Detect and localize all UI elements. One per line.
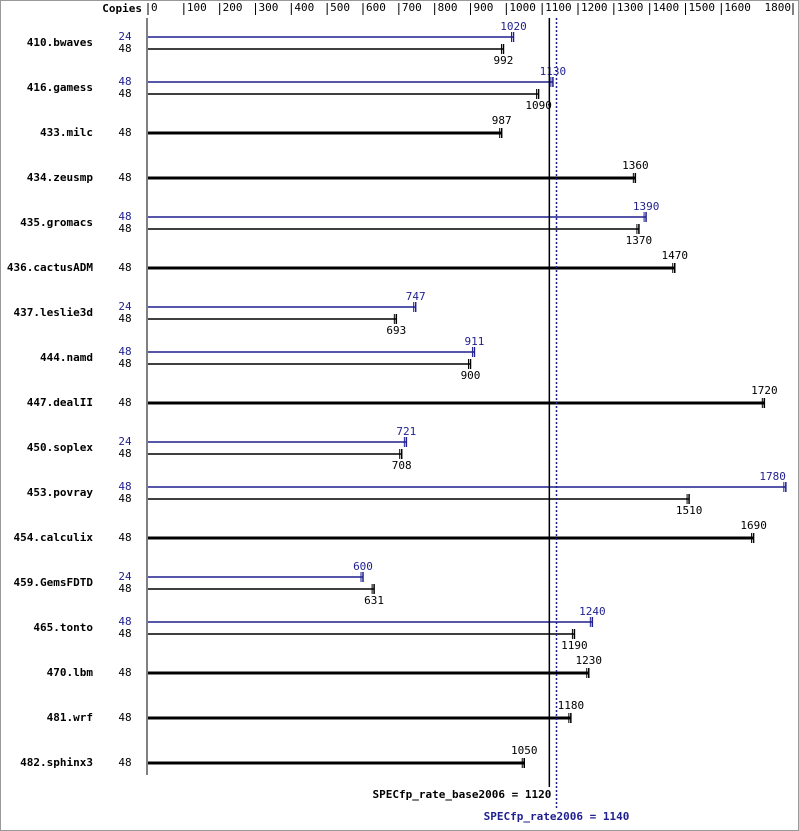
value-label: 1510 (676, 504, 703, 517)
x-tick-label: 700 (402, 1, 422, 14)
value-label: 1720 (751, 384, 778, 397)
benchmark-label: 470.lbm (47, 666, 94, 679)
copies-label: 24 (118, 30, 132, 43)
copies-label: 48 (118, 582, 131, 595)
copies-label: 48 (118, 42, 131, 55)
copies-label: 48 (118, 615, 131, 628)
value-label: 1390 (633, 200, 660, 213)
value-label: 1240 (579, 605, 606, 618)
copies-label: 48 (118, 711, 131, 724)
x-tick-label: 600 (366, 1, 386, 14)
value-label: 1020 (500, 20, 527, 33)
value-label: 600 (353, 560, 373, 573)
copies-label: 48 (118, 666, 131, 679)
copies-label: 48 (118, 261, 131, 274)
x-tick-label: 200 (223, 1, 243, 14)
benchmark-label: 459.GemsFDTD (14, 576, 94, 589)
x-tick-label: 1100 (545, 1, 572, 14)
copies-label: 48 (118, 345, 131, 358)
copies-label: 48 (118, 171, 131, 184)
value-label: 1090 (525, 99, 552, 112)
x-tick-label: 1500 (689, 1, 716, 14)
copies-label: 48 (118, 87, 131, 100)
x-tick-label: 1400 (653, 1, 680, 14)
copies-label: 48 (118, 126, 131, 139)
benchmark-label: 454.calculix (14, 531, 94, 544)
value-label: 1230 (576, 654, 603, 667)
benchmark-label: 465.tonto (33, 621, 93, 634)
x-tick-label: 400 (294, 1, 314, 14)
x-tick-label: 800 (438, 1, 458, 14)
benchmark-label: 435.gromacs (20, 216, 93, 229)
value-label: 631 (364, 594, 384, 607)
copies-label: 24 (118, 300, 132, 313)
copies-label: 48 (118, 531, 131, 544)
value-label: 1780 (759, 470, 786, 483)
value-label: 900 (461, 369, 481, 382)
copies-label: 48 (118, 492, 131, 505)
benchmark-label: 481.wrf (47, 711, 93, 724)
copies-label: 24 (118, 570, 132, 583)
benchmark-label: 482.sphinx3 (20, 756, 93, 769)
copies-label: 48 (118, 312, 131, 325)
benchmark-label: 453.povray (27, 486, 94, 499)
value-label: 911 (465, 335, 485, 348)
copies-label: 48 (118, 75, 131, 88)
value-label: 693 (386, 324, 406, 337)
value-label: 1690 (740, 519, 767, 532)
value-label: 1360 (622, 159, 649, 172)
reference-label: SPECfp_rate_base2006 = 1120 (373, 788, 552, 801)
value-label: 721 (396, 425, 416, 438)
reference-label: SPECfp_rate2006 = 1140 (484, 810, 630, 823)
copies-label: 48 (118, 447, 131, 460)
x-tick-label: 1600 (724, 1, 751, 14)
benchmark-label: 450.soplex (27, 441, 94, 454)
value-label: 1050 (511, 744, 538, 757)
value-label: 1470 (662, 249, 689, 262)
benchmark-label: 433.milc (40, 126, 93, 139)
value-label: 987 (492, 114, 512, 127)
x-tick-label: 0 (151, 1, 158, 14)
benchmark-label: 434.zeusmp (27, 171, 94, 184)
x-tick-label: 300 (259, 1, 279, 14)
value-label: 1130 (540, 65, 567, 78)
copies-label: 48 (118, 222, 131, 235)
copies-label: 48 (118, 357, 131, 370)
x-tick-label: 900 (474, 1, 494, 14)
x-tick-label: 1800 (765, 1, 792, 14)
benchmark-label: 447.dealII (27, 396, 93, 409)
copies-label: 48 (118, 396, 131, 409)
value-label: 992 (494, 54, 514, 67)
benchmark-label: 444.namd (40, 351, 93, 364)
x-tick-label: 100 (187, 1, 207, 14)
value-label: 1190 (561, 639, 588, 652)
benchmark-label: 416.gamess (27, 81, 93, 94)
copies-label: 48 (118, 756, 131, 769)
value-label: 747 (406, 290, 426, 303)
benchmark-label: 436.cactusADM (7, 261, 93, 274)
copies-label: 48 (118, 627, 131, 640)
benchmark-label: 437.leslie3d (14, 306, 93, 319)
x-tick-label: 1000 (509, 1, 536, 14)
x-tick-label: 500 (330, 1, 350, 14)
value-label: 1180 (558, 699, 585, 712)
x-tick-label: 1300 (617, 1, 644, 14)
copies-label: 48 (118, 480, 131, 493)
value-label: 1370 (626, 234, 653, 247)
copies-header: Copies (102, 2, 142, 15)
copies-label: 24 (118, 435, 132, 448)
benchmark-label: 410.bwaves (27, 36, 93, 49)
x-tick-label: 1200 (581, 1, 608, 14)
copies-label: 48 (118, 210, 131, 223)
value-label: 708 (392, 459, 412, 472)
